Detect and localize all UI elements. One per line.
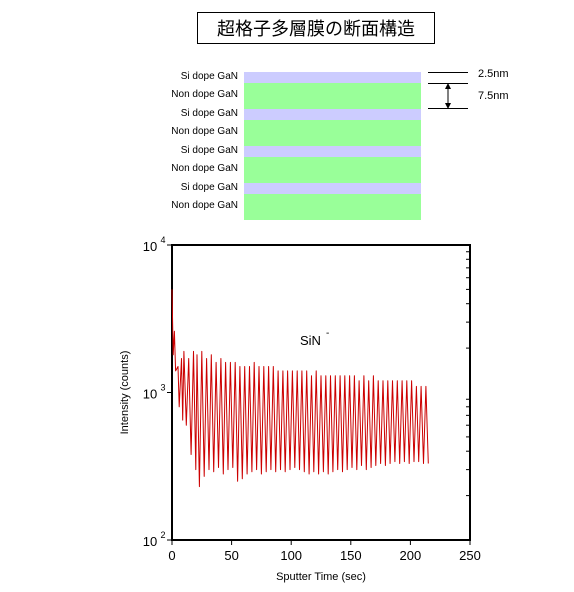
layer-label: Si dope GaN: [180, 107, 238, 119]
si-dope-layer: [244, 72, 421, 83]
x-tick-label: 100: [280, 548, 302, 563]
non-dope-layer: [244, 157, 421, 183]
x-tick-label: 0: [168, 548, 175, 563]
y-tick-exponent: 3: [160, 383, 165, 393]
diagram-title-text: 超格子多層膜の断面構造: [217, 19, 415, 40]
thickness-si-label: 2.5nm: [478, 68, 509, 80]
diagram-title: 超格子多層膜の断面構造: [197, 12, 435, 44]
y-tick-exponent: 4: [160, 235, 165, 245]
y-tick-exponent: 2: [160, 530, 165, 540]
non-dope-layer: [244, 83, 421, 109]
layer-label: Non dope GaN: [171, 89, 238, 100]
si-dope-layer: [244, 109, 421, 120]
y-tick-label: 10: [143, 387, 157, 402]
layer-label: Si dope GaN: [180, 70, 238, 82]
layer-label: Non dope GaN: [171, 126, 238, 137]
series-annotation: SiN: [300, 333, 321, 348]
series-line-0: [171, 289, 429, 488]
x-tick-label: 150: [340, 548, 362, 563]
x-tick-label: 200: [400, 548, 422, 563]
y-tick-label: 10: [143, 534, 157, 549]
dim-line-top: [428, 72, 468, 73]
series-annotation-sup: -: [326, 328, 329, 339]
x-axis-label: Sputter Time (sec): [276, 571, 366, 583]
dimension-arrow-icon: [445, 83, 451, 109]
si-dope-layer: [244, 183, 421, 194]
y-axis-label: Intensity (counts): [119, 351, 131, 435]
x-tick-label: 50: [224, 548, 238, 563]
layer-label: Non dope GaN: [171, 200, 238, 211]
thickness-non-label: 7.5nm: [478, 90, 509, 102]
y-tick-label: 10: [143, 239, 157, 254]
layer-label: Si dope GaN: [180, 144, 238, 156]
layer-label: Si dope GaN: [180, 181, 238, 193]
x-tick-label: 250: [459, 548, 481, 563]
layer-label: Non dope GaN: [171, 163, 238, 174]
non-dope-layer: [244, 194, 421, 220]
non-dope-layer: [244, 120, 421, 146]
si-dope-layer: [244, 146, 421, 157]
